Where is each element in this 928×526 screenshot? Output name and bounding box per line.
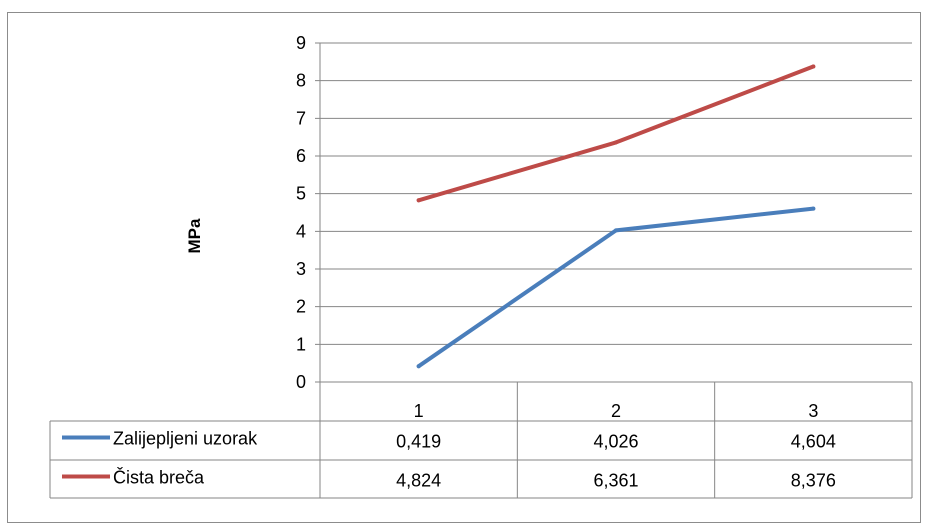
x-category-label: 2 — [611, 401, 621, 421]
data-point — [416, 198, 421, 203]
y-axis-label: MPa — [185, 218, 204, 254]
data-label: 0,419 — [396, 432, 441, 452]
y-tick-label: 8 — [296, 71, 306, 91]
y-tick-label: 2 — [296, 297, 306, 317]
legend-label: Čista breča — [113, 467, 205, 488]
data-point — [614, 228, 618, 233]
y-tick-label: 9 — [296, 33, 306, 53]
data-point — [416, 364, 421, 369]
data-label: 6,361 — [593, 471, 638, 491]
y-axis-ticks: 0 1 2 3 4 5 6 7 8 9 — [296, 33, 306, 392]
data-point — [811, 64, 816, 69]
y-tick-label: 7 — [296, 108, 306, 128]
y-tick-label: 1 — [296, 334, 306, 354]
data-table: 1 2 3 Zalijepljeni uzorak 0,419 4,026 4,604 Čis… — [49, 381, 913, 499]
y-tick-label: 3 — [296, 259, 306, 279]
series-lines — [416, 64, 816, 369]
data-label: 8,376 — [791, 471, 836, 491]
data-label: 4,026 — [593, 432, 638, 452]
data-label: 4,604 — [791, 432, 836, 452]
x-category-label: 1 — [414, 401, 424, 421]
data-point — [811, 206, 816, 211]
x-category-label: 3 — [808, 401, 818, 421]
data-label: 4,824 — [396, 471, 441, 491]
y-tick-label: 4 — [296, 221, 306, 241]
legend-label: Zalijepljeni uzorak — [113, 429, 258, 449]
y-tick-label: 6 — [296, 146, 306, 166]
data-point — [614, 140, 618, 145]
chart-border — [7, 12, 921, 523]
y-tick-label: 0 — [296, 372, 306, 392]
y-tick-label: 5 — [296, 184, 306, 204]
